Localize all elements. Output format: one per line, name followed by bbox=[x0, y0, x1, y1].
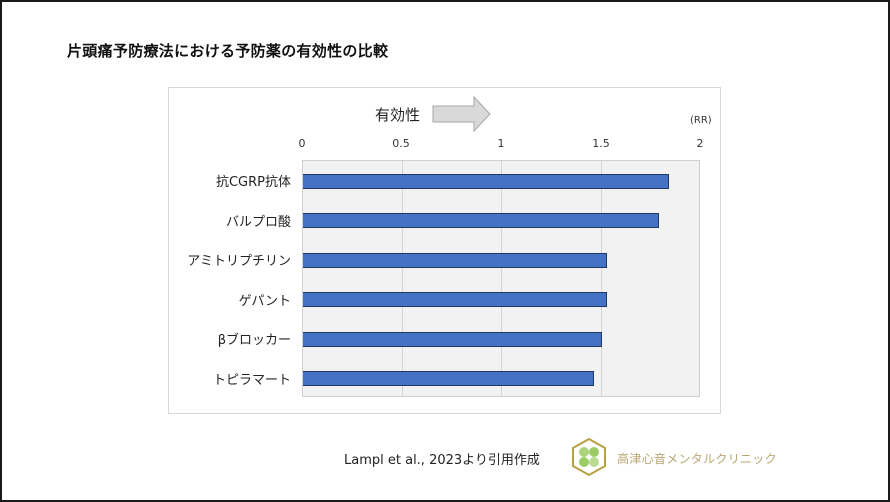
right-arrow-icon bbox=[432, 96, 491, 132]
citation: Lampl et al., 2023より引用作成 bbox=[344, 453, 540, 468]
bar bbox=[303, 331, 602, 347]
category-label: トピラマート bbox=[212, 372, 291, 388]
bar bbox=[303, 252, 608, 268]
category-label: βブロッカー bbox=[217, 333, 291, 348]
clinic-name: 高津心音メンタルクリニック bbox=[617, 452, 777, 466]
clinic-logo-icon bbox=[572, 437, 606, 477]
bar bbox=[303, 292, 608, 307]
x-tick: 1 bbox=[497, 137, 505, 150]
category-label: アミトリプチリン bbox=[187, 254, 291, 269]
bar bbox=[303, 371, 594, 386]
x-tick: 2 bbox=[696, 137, 704, 150]
category-label: バルプロ酸 bbox=[225, 214, 291, 230]
bar bbox=[303, 173, 670, 189]
plot-area bbox=[302, 160, 700, 397]
gridline bbox=[402, 161, 403, 396]
x-tick: 0.5 bbox=[392, 137, 410, 150]
x-tick: 0 bbox=[298, 137, 306, 150]
category-label: ゲパント bbox=[238, 293, 291, 309]
unit-label: (RR) bbox=[690, 115, 712, 126]
effectiveness-label: 有効性 bbox=[375, 106, 421, 124]
gridline bbox=[601, 161, 602, 396]
page-title: 片頭痛予防療法における予防薬の有効性の比較 bbox=[67, 42, 389, 60]
bar bbox=[303, 213, 660, 228]
category-label: 抗CGRP抗体 bbox=[215, 175, 291, 190]
gridline bbox=[501, 161, 502, 396]
x-tick: 1.5 bbox=[592, 137, 610, 150]
